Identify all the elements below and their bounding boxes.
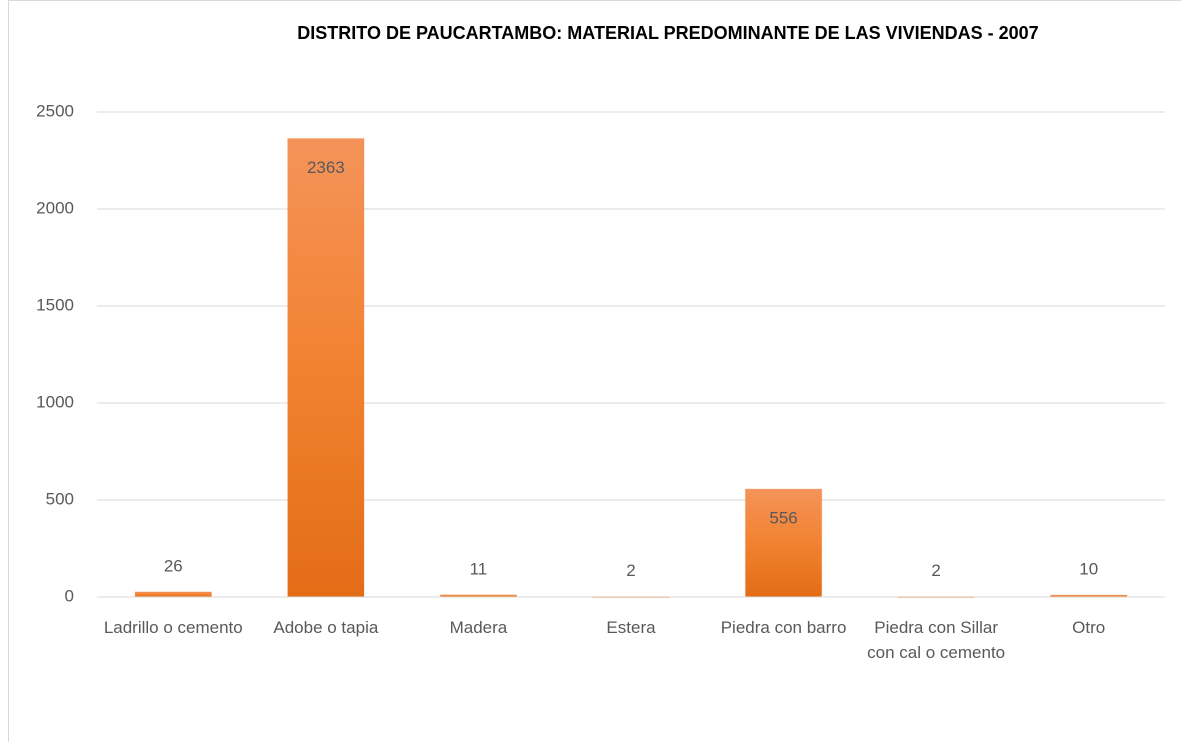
y-tick-label: 500 (46, 489, 74, 508)
x-tick-label: Estera (606, 618, 656, 637)
bar (134, 591, 212, 598)
y-tick-label: 2000 (36, 198, 74, 217)
y-tick-label: 1000 (36, 392, 74, 411)
x-tick-label: Otro (1072, 618, 1106, 637)
y-tick-label: 0 (65, 586, 74, 605)
data-label: 10 (1079, 560, 1098, 579)
y-tick-label: 1500 (36, 295, 74, 314)
x-tick-label: Piedra con barro (720, 618, 847, 637)
chart-title: DISTRITO DE PAUCARTAMBO: MATERIAL PREDOM… (297, 23, 1038, 43)
x-tick-label: Madera (449, 618, 508, 637)
x-tick-label: Adobe o tapia (273, 618, 379, 637)
data-label: 2 (626, 561, 635, 580)
bar (287, 138, 365, 598)
chart-border (8, 0, 1181, 742)
data-label: 26 (164, 556, 183, 575)
x-tick-label: Piedra con Sillar con cal o cemento (867, 618, 1006, 662)
y-tick-label: 2500 (36, 101, 74, 120)
data-label: 2363 (307, 158, 345, 177)
bar (744, 488, 823, 598)
data-label: 556 (769, 509, 797, 528)
x-tick-label: Ladrillo o cemento (103, 618, 243, 637)
data-label: 11 (470, 559, 488, 578)
data-label: 2 (931, 561, 940, 580)
